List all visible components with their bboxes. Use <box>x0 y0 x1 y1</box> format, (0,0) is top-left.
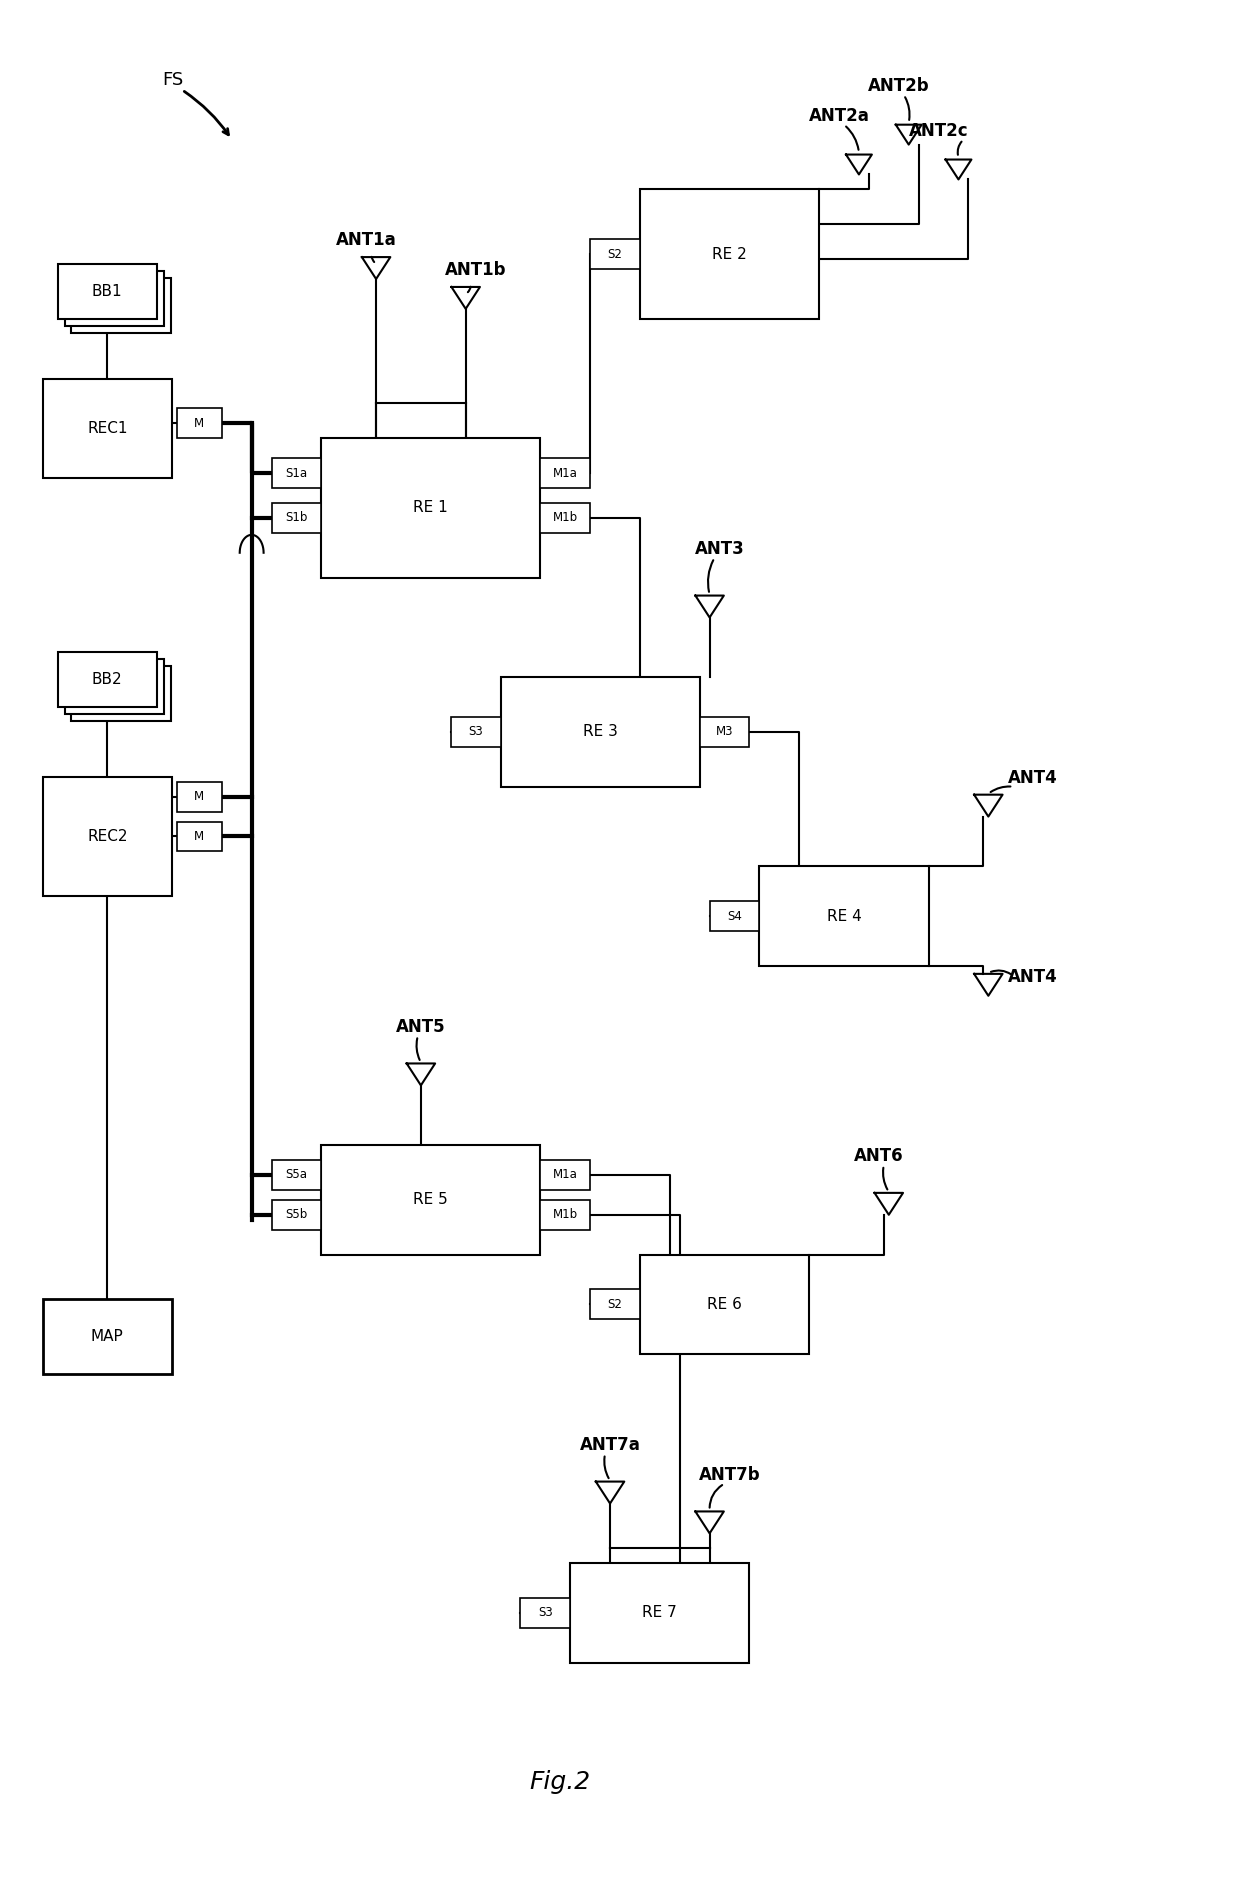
Text: S2: S2 <box>608 1298 622 1311</box>
Text: BB2: BB2 <box>92 671 123 687</box>
Bar <box>177 822 222 851</box>
Bar <box>321 438 541 577</box>
Bar <box>64 660 164 715</box>
Text: ANT1a: ANT1a <box>336 232 397 249</box>
Text: REC1: REC1 <box>87 421 128 436</box>
Text: FS: FS <box>162 72 184 89</box>
Text: M: M <box>195 790 205 803</box>
Text: Fig.2: Fig.2 <box>529 1771 590 1794</box>
Text: ANT2b: ANT2b <box>868 77 930 94</box>
Text: M3: M3 <box>715 726 733 739</box>
Text: ANT2a: ANT2a <box>808 108 869 124</box>
Bar <box>321 1145 541 1254</box>
Text: ANT5: ANT5 <box>396 1018 445 1035</box>
Bar <box>541 1160 590 1190</box>
Text: RE 6: RE 6 <box>707 1298 742 1313</box>
Bar <box>272 504 321 534</box>
Text: M1b: M1b <box>553 1209 578 1222</box>
Text: S2: S2 <box>608 247 622 260</box>
Text: ANT7b: ANT7b <box>698 1465 760 1484</box>
Bar <box>709 902 759 932</box>
Text: BB1: BB1 <box>92 285 123 300</box>
Text: ANT2c: ANT2c <box>909 121 968 140</box>
Bar <box>42 1299 172 1375</box>
Text: RE 3: RE 3 <box>583 724 618 739</box>
Text: S5a: S5a <box>285 1169 308 1181</box>
Text: S1a: S1a <box>285 466 308 479</box>
Text: M: M <box>195 830 205 843</box>
Text: M1b: M1b <box>553 511 578 524</box>
Text: REC2: REC2 <box>87 830 128 843</box>
Bar <box>451 717 501 747</box>
Text: M1a: M1a <box>553 466 578 479</box>
Bar <box>541 504 590 534</box>
Text: S5b: S5b <box>285 1209 308 1222</box>
Bar <box>57 653 157 707</box>
Bar <box>640 189 820 319</box>
Bar <box>541 1199 590 1230</box>
Bar <box>42 777 172 896</box>
Text: ANT1b: ANT1b <box>445 260 506 279</box>
Text: RE 2: RE 2 <box>712 247 746 262</box>
Text: S4: S4 <box>727 909 742 922</box>
Bar <box>177 409 222 438</box>
Text: ANT3: ANT3 <box>694 539 744 558</box>
Text: M: M <box>195 417 205 430</box>
Bar <box>57 264 157 319</box>
Text: ANT4: ANT4 <box>1008 769 1058 786</box>
Bar <box>72 277 171 332</box>
Bar <box>570 1563 749 1663</box>
Bar <box>72 666 171 720</box>
Bar <box>501 677 699 786</box>
Text: S3: S3 <box>469 726 484 739</box>
Text: MAP: MAP <box>91 1330 124 1345</box>
Bar <box>590 1290 640 1320</box>
Bar <box>541 458 590 488</box>
Text: RE 5: RE 5 <box>413 1192 448 1207</box>
Bar <box>759 866 929 966</box>
Text: ANT6: ANT6 <box>854 1147 904 1166</box>
Bar <box>64 272 164 326</box>
Bar <box>521 1597 570 1628</box>
Text: RE 7: RE 7 <box>642 1605 677 1620</box>
Text: M1a: M1a <box>553 1169 578 1181</box>
Bar <box>699 717 749 747</box>
Text: S1b: S1b <box>285 511 308 524</box>
Bar <box>590 240 640 270</box>
Text: RE 1: RE 1 <box>413 500 448 515</box>
Bar <box>42 379 172 477</box>
Bar <box>272 1160 321 1190</box>
Bar <box>272 458 321 488</box>
Text: RE 4: RE 4 <box>827 909 862 924</box>
Bar <box>177 781 222 811</box>
Text: ANT7a: ANT7a <box>579 1435 641 1454</box>
Bar <box>640 1254 810 1354</box>
Text: ANT4: ANT4 <box>1008 968 1058 986</box>
Bar <box>272 1199 321 1230</box>
Text: S3: S3 <box>538 1607 553 1620</box>
